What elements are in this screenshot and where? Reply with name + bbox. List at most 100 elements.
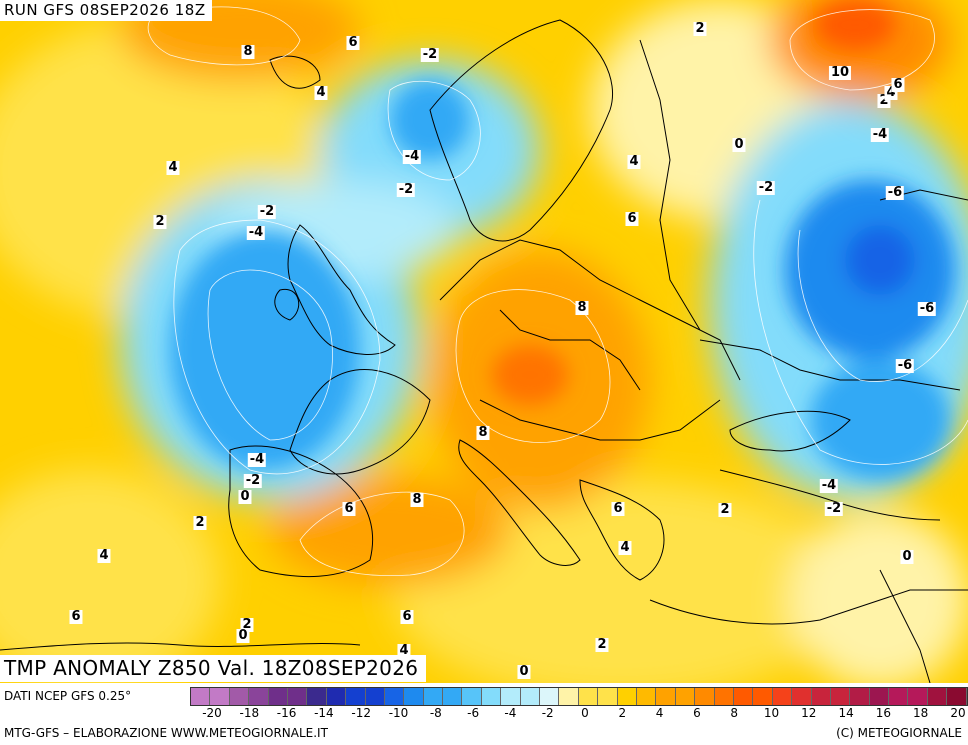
scale-tick-label: 4: [655, 706, 664, 720]
contour-label: 0: [238, 489, 252, 504]
color-swatch: [695, 688, 715, 705]
scale-tick-label: 2: [618, 706, 627, 720]
contour-label: -2: [243, 473, 263, 488]
contour-label: 0: [517, 664, 531, 679]
color-swatch: [947, 688, 967, 705]
scale-tick-label: -16: [276, 706, 297, 720]
contour-label: 2: [718, 502, 732, 517]
color-swatch: [520, 688, 541, 705]
contour-label: -4: [247, 452, 267, 467]
contour-label: 2: [193, 515, 207, 530]
legend-footer: DATI NCEP GFS 0.25° -20 -18 -16 -14 -12 -10 -8…: [0, 683, 968, 745]
contour-label: 8: [241, 44, 255, 59]
color-scale: [190, 687, 968, 706]
contour-label: -2: [396, 182, 416, 197]
color-swatch: [191, 688, 211, 705]
scale-tick-label: -14: [314, 706, 334, 720]
scale-tick-label: 18: [913, 706, 929, 720]
credit-right: (C) METEOGIORNALE: [836, 726, 962, 740]
color-swatch: [307, 688, 327, 705]
scale-tick-label: 20: [950, 706, 966, 720]
contour-label: 2: [693, 21, 707, 36]
contour-label: 2: [153, 214, 167, 229]
contour-label: 0: [900, 549, 914, 564]
contour-label: 4: [618, 540, 632, 555]
color-swatch: [249, 688, 269, 705]
color-swatch: [675, 688, 696, 705]
scale-tick-label: -20: [202, 706, 222, 720]
color-swatch: [326, 688, 347, 705]
map-canvas: [0, 0, 968, 683]
color-swatch: [714, 688, 734, 705]
coastlines: [0, 19, 968, 683]
color-swatch: [908, 688, 928, 705]
contour-label: -2: [420, 47, 440, 62]
contour-label: 4: [314, 85, 328, 100]
scale-tick-label: 0: [581, 706, 589, 720]
scale-tick-label: -2: [541, 706, 554, 720]
color-swatch: [889, 688, 909, 705]
color-swatch: [811, 688, 831, 705]
color-swatch: [733, 688, 754, 705]
data-source-label: DATI NCEP GFS 0.25°: [4, 689, 132, 703]
contour-label: 2: [595, 637, 609, 652]
color-swatch: [792, 688, 812, 705]
color-swatch: [210, 688, 230, 705]
contour-label: -2: [756, 180, 776, 195]
anomaly-map: RUN GFS 08SEP2026 18Z 8 6 4 -2 -4 -2 4 2…: [0, 0, 968, 683]
contour-label: 0: [732, 137, 746, 152]
contour-label: -6: [917, 301, 937, 316]
contour-label: 4: [397, 643, 411, 658]
contour-label: -2: [824, 501, 844, 516]
run-label: RUN GFS 08SEP2026 18Z: [0, 0, 212, 21]
scale-tick-label: -10: [388, 706, 409, 720]
contour-label: -6: [885, 185, 905, 200]
isolines: [147, 6, 968, 576]
color-swatch: [598, 688, 618, 705]
contour-label: 10: [828, 65, 852, 80]
color-swatch: [481, 688, 502, 705]
scale-tick-label: 16: [875, 706, 892, 720]
scale-tick-label: -4: [504, 706, 517, 720]
contour-label: 6: [400, 609, 414, 624]
contour-label: -4: [870, 127, 890, 142]
contour-label: 2: [240, 617, 254, 632]
scale-tick-label: 8: [730, 706, 739, 720]
color-swatch: [384, 688, 405, 705]
scale-tick-label: -18: [239, 706, 260, 720]
contour-label: 0: [236, 628, 250, 643]
contour-label: 6: [346, 35, 360, 50]
contour-label: -4: [819, 478, 839, 493]
color-swatch: [927, 688, 948, 705]
color-swatch: [830, 688, 851, 705]
scale-tick-label: 12: [801, 706, 817, 720]
color-swatch: [869, 688, 890, 705]
color-swatch: [636, 688, 657, 705]
contour-label: -4: [246, 225, 266, 240]
color-swatch: [656, 688, 676, 705]
contour-label: -2: [257, 204, 277, 219]
scale-tick-label: 6: [693, 706, 701, 720]
contour-label: 4: [627, 154, 641, 169]
color-scale-ticks: -20 -18 -16 -14 -12 -10 -8 -6 -4 -2 0 2 4 6 8 10 12 14 16 1…: [190, 706, 966, 722]
color-swatch: [501, 688, 521, 705]
color-swatch: [229, 688, 250, 705]
contour-label: 8: [575, 300, 589, 315]
color-swatch: [462, 688, 482, 705]
color-swatch: [578, 688, 599, 705]
contour-label: -6: [895, 358, 915, 373]
color-swatch: [772, 688, 793, 705]
map-title: TMP ANOMALY Z850 Val. 18Z08SEP2026: [0, 655, 427, 682]
contour-label: 6: [611, 501, 625, 516]
scale-tick-label: 10: [763, 706, 780, 720]
contour-label: -4: [402, 149, 422, 164]
scale-tick-label: -8: [429, 706, 442, 720]
color-swatch: [346, 688, 366, 705]
contour-label: 4: [97, 548, 111, 563]
color-swatch: [443, 688, 463, 705]
color-swatch: [559, 688, 579, 705]
contour-label: 6: [342, 501, 356, 516]
scale-tick-label: -12: [351, 706, 371, 720]
contour-label: 6: [69, 609, 83, 624]
color-swatch: [617, 688, 637, 705]
